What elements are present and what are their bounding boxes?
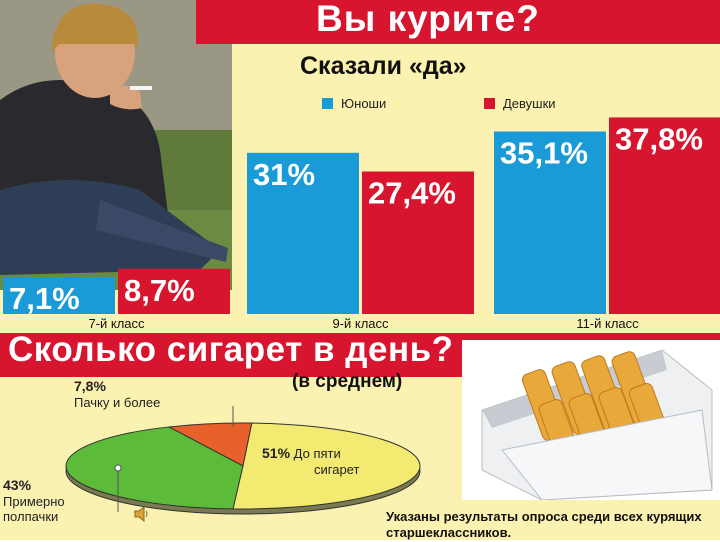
pie-value-51: 51% bbox=[262, 445, 291, 461]
category-label: 7-й класс bbox=[88, 316, 145, 331]
bar-value-label: 31% bbox=[253, 157, 315, 192]
pie-name-51b: сигарет bbox=[314, 461, 360, 477]
pie-name-43b: полпачки bbox=[3, 509, 59, 525]
bar-value-label: 7,1% bbox=[9, 281, 80, 316]
pie-value-78: 7,8% bbox=[74, 378, 106, 394]
legend-girls-label: Девушки bbox=[503, 96, 556, 111]
chart-subtitle: Сказали «да» bbox=[300, 52, 467, 80]
survey-note: Указаны результаты опроса среди всех кур… bbox=[386, 509, 702, 541]
legend-boys-swatch bbox=[322, 98, 333, 109]
bar-girls-2 bbox=[362, 171, 474, 314]
pie-slice bbox=[232, 422, 421, 510]
bar-value-label: 37,8% bbox=[615, 121, 703, 156]
bottom-subtitle: (в среднем) bbox=[292, 371, 403, 392]
speaker-icon[interactable] bbox=[133, 505, 149, 528]
bar-value-label: 35,1% bbox=[500, 135, 588, 170]
bar-value-label: 27,4% bbox=[368, 176, 456, 211]
pie-slice bbox=[65, 426, 244, 510]
pie-name-78: Пачку и более bbox=[74, 394, 161, 410]
category-label: 9-й класс bbox=[332, 316, 389, 331]
category-label: 11-й класс bbox=[576, 316, 639, 331]
legend-girls: Девушки bbox=[484, 96, 556, 111]
photo-top-overlap bbox=[0, 0, 196, 44]
pie-leader-dot bbox=[114, 464, 122, 472]
bar-value-label: 8,7% bbox=[124, 273, 195, 308]
cigarette-pack-image bbox=[462, 340, 720, 500]
pie-value-43: 43% bbox=[3, 477, 32, 493]
pie-name-51a: До пяти bbox=[293, 446, 341, 461]
chart-title: Вы курите? bbox=[316, 0, 540, 39]
bar-boys-3 bbox=[494, 131, 606, 314]
pie-name-43a: Примерно bbox=[3, 493, 65, 509]
legend-boys-label: Юноши bbox=[341, 96, 387, 111]
pie-label-43: 43% Примерно полпачки bbox=[3, 477, 65, 525]
legend-boys: Юноши bbox=[322, 96, 386, 111]
bar-boys-2 bbox=[247, 152, 359, 314]
bar-boys-1 bbox=[3, 277, 115, 314]
bar-girls-1 bbox=[118, 268, 230, 314]
bar-chart: 7,1% 8,7% 7-й класс 31% 27,4% 9-й класс 35,1% 3… bbox=[3, 117, 720, 331]
pie-label-78: 7,8% Пачку и более bbox=[74, 378, 160, 410]
bottom-title: Сколько сигарет в день? bbox=[8, 330, 454, 369]
pie-label-51: 51% До пяти сигарет bbox=[262, 445, 359, 477]
bar-girls-3 bbox=[609, 117, 720, 314]
legend-girls-swatch bbox=[484, 98, 495, 109]
